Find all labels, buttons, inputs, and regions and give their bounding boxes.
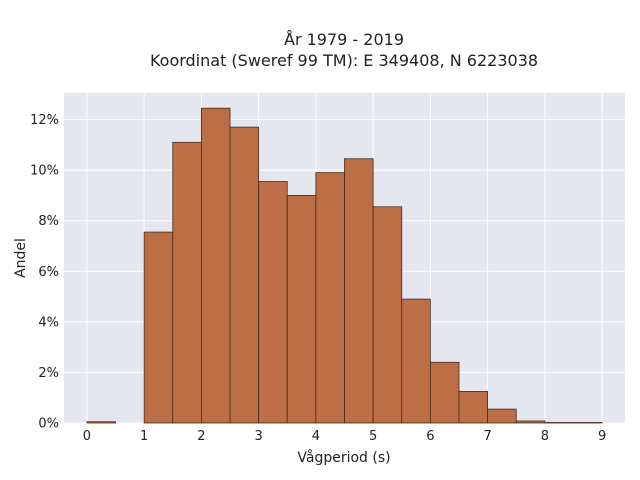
histogram-bar bbox=[258, 181, 288, 424]
y-tick-label: 4% bbox=[38, 315, 59, 330]
x-tick-label: 9 bbox=[598, 429, 606, 444]
x-tick-label: 3 bbox=[254, 429, 262, 444]
histogram-bar bbox=[344, 158, 374, 424]
y-tick-label: 10% bbox=[30, 164, 59, 179]
histogram-bar bbox=[86, 421, 116, 424]
histogram-bar bbox=[487, 408, 517, 424]
y-tick-label: 0% bbox=[38, 417, 59, 432]
y-axis-label: Andel bbox=[13, 238, 29, 278]
x-tick-label: 8 bbox=[541, 429, 549, 444]
histogram-bar bbox=[458, 390, 489, 424]
x-axis-label: Vågperiod (s) bbox=[297, 449, 390, 466]
histogram-bar bbox=[429, 361, 460, 424]
bars bbox=[86, 107, 603, 424]
histogram-bar bbox=[544, 422, 574, 424]
histogram-bar bbox=[200, 107, 231, 424]
chart-subtitle: Koordinat (Sweref 99 TM): E 349408, N 62… bbox=[150, 51, 538, 70]
chart-title: År 1979 - 2019 bbox=[284, 30, 404, 49]
x-tick-label: 2 bbox=[197, 429, 205, 444]
histogram-bar bbox=[229, 126, 260, 424]
x-tick-label: 6 bbox=[426, 429, 434, 444]
y-tick-label: 12% bbox=[30, 113, 59, 128]
x-tick-label: 7 bbox=[483, 429, 491, 444]
y-tick-label: 8% bbox=[38, 214, 59, 229]
histogram-bar bbox=[372, 206, 403, 424]
histogram-bar bbox=[315, 172, 345, 424]
histogram-bar bbox=[286, 195, 317, 424]
x-tick-label: 4 bbox=[312, 429, 320, 444]
histogram-bar bbox=[143, 231, 174, 424]
x-axis-ticks: 0 1 2 3 4 5 6 7 8 9 bbox=[83, 429, 606, 444]
histogram-bar bbox=[401, 298, 431, 424]
x-tick-label: 5 bbox=[369, 429, 377, 444]
histogram-bar bbox=[515, 420, 546, 424]
x-tick-label: 1 bbox=[140, 429, 148, 444]
y-tick-label: 6% bbox=[38, 265, 59, 280]
y-tick-label: 2% bbox=[38, 366, 59, 381]
histogram-bar bbox=[172, 141, 202, 424]
y-axis-ticks: 0% 2% 4% 6% 8% 10% 12% bbox=[30, 113, 59, 431]
x-tick-label: 0 bbox=[83, 429, 91, 444]
histogram-bar bbox=[573, 422, 603, 424]
